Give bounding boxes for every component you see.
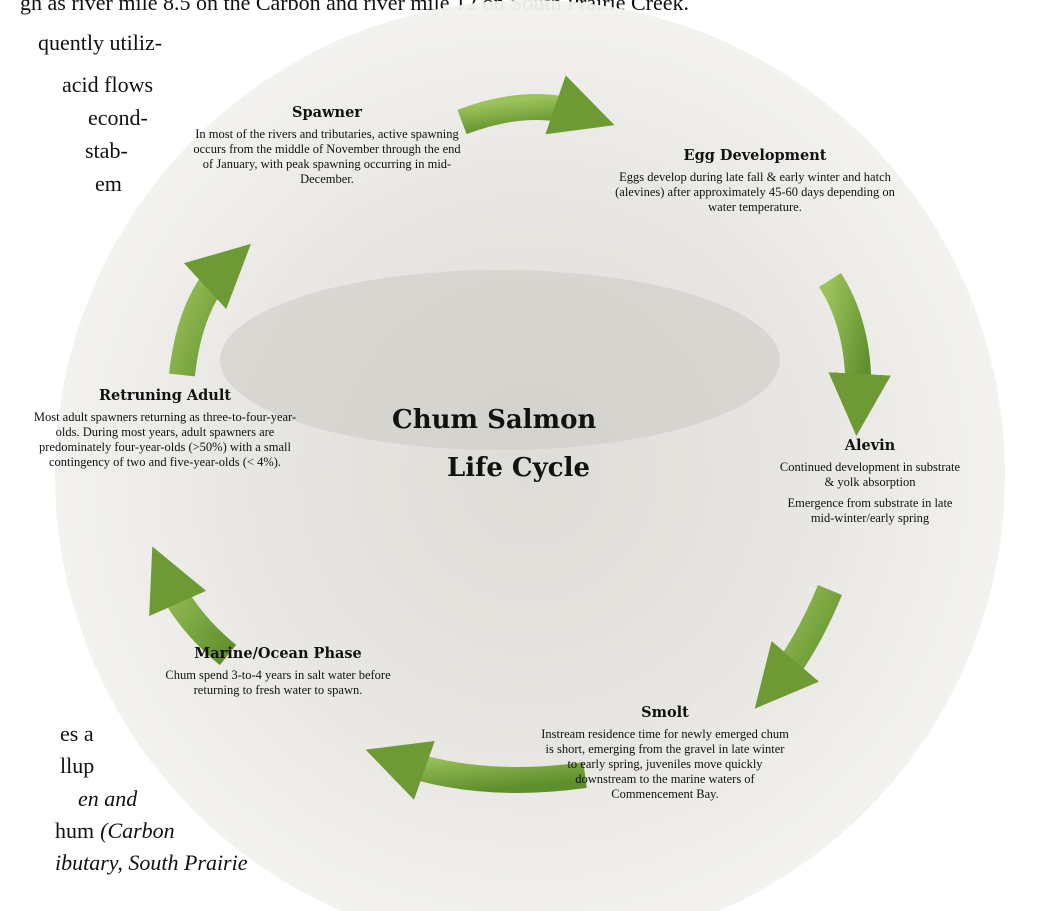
stage-description: Instream residence time for newly emerge… xyxy=(540,727,790,802)
stage-block: Marine/Ocean Phase Chum spend 3-to-4 year… xyxy=(163,645,393,704)
stage-description: Eggs develop during late fall & early wi… xyxy=(615,170,895,215)
stage-title: Egg Development xyxy=(615,147,895,164)
stage-description: Most adult spawners returning as three-t… xyxy=(25,410,305,470)
stage-block: Alevin Continued development in substrate… xyxy=(775,437,965,532)
stage-title: Marine/Ocean Phase xyxy=(163,645,393,662)
center-title: Life Cycle xyxy=(447,453,590,483)
center-title: Chum Salmon xyxy=(392,405,596,435)
page: gh as river mile 8.5 on the Carbon and r… xyxy=(0,0,1037,911)
stage-block: Smolt Instream residence time for newly e… xyxy=(540,704,790,808)
stage-title: Alevin xyxy=(775,437,965,454)
stage-title: Spawner xyxy=(192,104,462,121)
stage-title: Smolt xyxy=(540,704,790,721)
stage-block: Spawner In most of the rivers and tributa… xyxy=(192,104,462,193)
stage-description: In most of the rivers and tributaries, a… xyxy=(192,127,462,187)
stage-description: Chum spend 3-to-4 years in salt water be… xyxy=(163,668,393,698)
arrow xyxy=(462,107,585,122)
stage-description: Continued development in substrate & yol… xyxy=(775,460,965,490)
stage-block: Retruning Adult Most adult spawners retur… xyxy=(25,387,305,476)
stage-block: Egg Development Eggs develop during late … xyxy=(615,147,895,221)
stage-description: Emergence from substrate in late mid-win… xyxy=(775,496,965,526)
stage-title: Retruning Adult xyxy=(25,387,305,404)
